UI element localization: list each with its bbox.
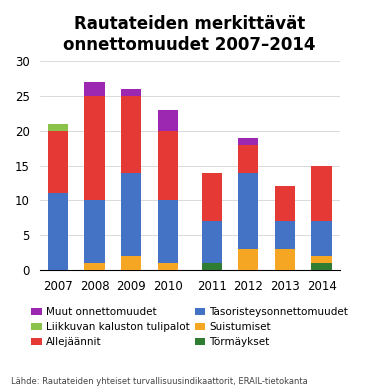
Bar xyxy=(121,96,141,173)
Bar xyxy=(84,200,105,263)
Bar xyxy=(238,145,258,173)
Bar xyxy=(84,96,105,200)
Bar xyxy=(84,82,105,96)
Bar xyxy=(121,89,141,96)
Bar xyxy=(202,221,222,263)
Bar xyxy=(312,263,332,270)
Bar xyxy=(312,221,332,256)
Bar xyxy=(238,173,258,249)
Text: Lähde: Rautateiden yhteiset turvallisuusindikaattorit, ERAIL-tietokanta: Lähde: Rautateiden yhteiset turvallisuus… xyxy=(11,377,308,386)
Bar xyxy=(312,256,332,263)
Bar xyxy=(121,173,141,256)
Title: Rautateiden merkittävät
onnettomuudet 2007–2014: Rautateiden merkittävät onnettomuudet 20… xyxy=(64,15,316,54)
Bar xyxy=(158,131,178,200)
Bar xyxy=(48,124,68,131)
Bar xyxy=(238,138,258,145)
Bar xyxy=(121,256,141,270)
Bar xyxy=(84,263,105,270)
Bar xyxy=(275,186,295,221)
Bar xyxy=(275,249,295,270)
Bar xyxy=(238,249,258,270)
Bar xyxy=(158,110,178,131)
Bar xyxy=(202,173,222,221)
Bar xyxy=(158,200,178,263)
Bar xyxy=(312,166,332,221)
Bar xyxy=(48,131,68,193)
Bar xyxy=(275,221,295,249)
Bar xyxy=(202,263,222,270)
Bar xyxy=(158,263,178,270)
Legend: Muut onnettomuudet, Liikkuvan kaluston tulipalot, Allejäännit, Tasoristeysonnett: Muut onnettomuudet, Liikkuvan kaluston t… xyxy=(31,307,348,347)
Bar xyxy=(48,193,68,270)
